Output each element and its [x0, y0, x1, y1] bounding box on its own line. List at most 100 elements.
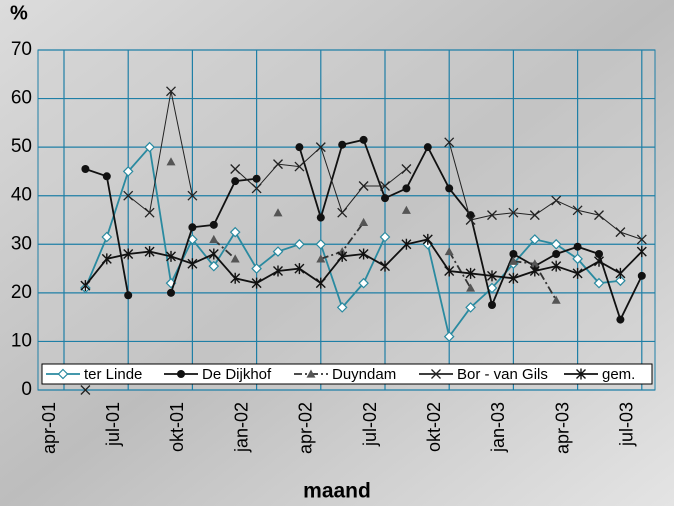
marker — [229, 226, 241, 238]
marker — [338, 140, 347, 149]
marker — [595, 250, 603, 258]
marker — [315, 277, 326, 289]
marker — [573, 242, 582, 251]
marker — [231, 177, 240, 186]
marker — [615, 227, 626, 238]
marker — [294, 161, 305, 172]
marker — [594, 255, 604, 267]
marker — [167, 288, 175, 297]
marker — [488, 301, 496, 309]
marker — [423, 143, 432, 152]
marker — [572, 253, 583, 265]
marker — [402, 184, 411, 193]
marker — [465, 302, 476, 313]
marker — [401, 205, 411, 214]
marker — [251, 183, 262, 194]
y-tick-label: 70 — [11, 39, 32, 60]
marker — [594, 210, 604, 221]
y-tick-label: 0 — [21, 379, 32, 400]
marker — [637, 271, 646, 280]
marker — [381, 194, 389, 203]
marker — [508, 256, 518, 265]
marker — [187, 190, 198, 201]
marker — [379, 231, 391, 243]
marker — [124, 291, 133, 300]
y-tick-label: 10 — [11, 330, 32, 351]
marker — [166, 157, 176, 166]
marker — [166, 250, 176, 262]
marker — [273, 265, 283, 277]
marker — [144, 207, 155, 218]
marker — [144, 246, 155, 258]
marker — [358, 181, 369, 191]
legend: ter Linde De Dijkhof Duyndam Bor - van Gils… — [41, 363, 653, 385]
marker — [208, 248, 219, 260]
x-tick-label: okt-02 — [424, 402, 444, 452]
marker — [358, 248, 369, 260]
y-tick-label: 30 — [11, 233, 32, 254]
marker — [230, 164, 241, 174]
x-tick-label: apr-01 — [39, 402, 59, 454]
marker — [552, 250, 561, 258]
marker — [177, 370, 185, 378]
marker — [509, 250, 518, 258]
marker — [101, 253, 112, 265]
x-tick-label: jan-02 — [231, 402, 251, 453]
marker — [81, 165, 90, 173]
marker — [187, 258, 198, 270]
marker — [295, 143, 304, 152]
x-tick-label: okt-01 — [167, 402, 187, 452]
marker — [529, 234, 541, 245]
marker — [508, 272, 519, 284]
marker — [123, 190, 134, 201]
x-tick-label: jul-01 — [103, 402, 123, 447]
marker — [80, 385, 91, 395]
marker — [251, 277, 262, 289]
marker — [316, 254, 326, 263]
marker — [252, 174, 261, 183]
marker — [230, 272, 241, 284]
marker — [444, 265, 455, 277]
plot-area — [37, 49, 656, 391]
marker — [166, 86, 176, 97]
marker — [529, 265, 540, 277]
y-tick-label: 50 — [11, 136, 32, 157]
marker — [122, 166, 134, 177]
marker — [551, 295, 561, 304]
marker — [209, 234, 219, 244]
marker — [80, 280, 91, 292]
y-axis-label: % — [10, 2, 28, 24]
y-tick-label: 40 — [11, 185, 32, 206]
marker — [444, 247, 454, 256]
marker — [636, 234, 647, 245]
marker — [273, 159, 283, 170]
marker — [551, 195, 562, 206]
marker — [615, 275, 626, 287]
x-axis-label: maand — [303, 480, 371, 503]
legend-box — [41, 363, 653, 385]
x-tick-label: jul-02 — [360, 402, 380, 447]
marker — [359, 217, 369, 227]
marker — [576, 368, 586, 380]
marker — [551, 260, 562, 272]
marker — [101, 231, 113, 243]
x-tick-label: apr-02 — [296, 402, 316, 454]
marker — [486, 282, 498, 294]
marker — [466, 283, 476, 292]
marker — [380, 260, 390, 272]
legend-label: ter Linde — [84, 366, 142, 383]
marker — [445, 184, 454, 193]
marker — [316, 213, 325, 222]
marker — [550, 238, 562, 250]
x-tick-label: apr-03 — [552, 402, 572, 454]
marker — [294, 263, 305, 275]
legend-label: gem. — [602, 366, 635, 383]
marker — [572, 205, 583, 216]
marker — [123, 248, 134, 260]
x-tick-label: jan-03 — [488, 402, 508, 453]
legend-label: De Dijkhof — [202, 366, 272, 383]
y-tick-label: 60 — [11, 88, 32, 109]
marker — [315, 142, 326, 153]
